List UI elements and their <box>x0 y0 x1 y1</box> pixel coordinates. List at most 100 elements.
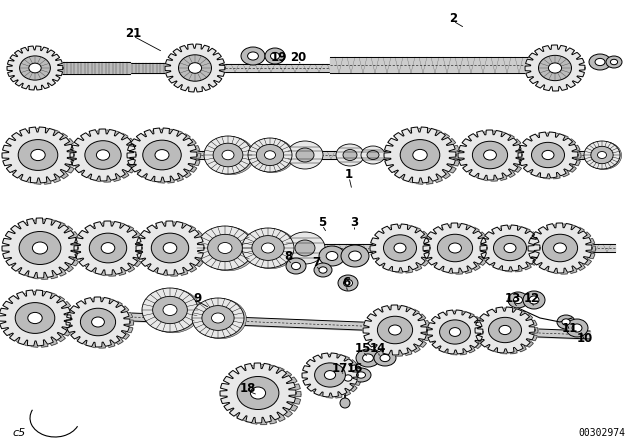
Polygon shape <box>165 44 225 92</box>
Ellipse shape <box>557 315 575 329</box>
Ellipse shape <box>523 291 545 309</box>
Ellipse shape <box>296 148 314 162</box>
Ellipse shape <box>143 140 181 170</box>
Ellipse shape <box>202 306 234 331</box>
Ellipse shape <box>179 55 211 81</box>
Ellipse shape <box>265 48 285 64</box>
Ellipse shape <box>554 243 566 253</box>
Ellipse shape <box>349 251 362 261</box>
Ellipse shape <box>92 317 104 327</box>
Ellipse shape <box>28 312 42 323</box>
Ellipse shape <box>584 141 620 169</box>
Ellipse shape <box>257 144 284 166</box>
Polygon shape <box>3 291 75 347</box>
Polygon shape <box>2 218 78 278</box>
Ellipse shape <box>566 319 588 337</box>
Ellipse shape <box>378 316 413 344</box>
Ellipse shape <box>591 146 613 164</box>
Polygon shape <box>426 224 490 274</box>
Ellipse shape <box>250 138 294 172</box>
Ellipse shape <box>192 298 244 338</box>
Ellipse shape <box>285 232 325 264</box>
Ellipse shape <box>440 320 470 344</box>
Ellipse shape <box>324 370 335 379</box>
Polygon shape <box>2 127 74 183</box>
Polygon shape <box>370 224 430 272</box>
Ellipse shape <box>200 227 256 271</box>
Text: 5: 5 <box>318 215 326 228</box>
Polygon shape <box>427 310 483 354</box>
Ellipse shape <box>90 233 127 263</box>
Ellipse shape <box>437 234 472 262</box>
Polygon shape <box>384 127 456 183</box>
Ellipse shape <box>291 263 301 270</box>
Ellipse shape <box>499 325 511 335</box>
Ellipse shape <box>206 137 255 175</box>
Polygon shape <box>77 222 145 276</box>
Ellipse shape <box>218 242 232 254</box>
Text: 9: 9 <box>193 292 201 305</box>
Ellipse shape <box>586 142 621 169</box>
Polygon shape <box>0 290 71 346</box>
Text: 1: 1 <box>345 168 353 181</box>
Ellipse shape <box>562 319 570 325</box>
Text: 6: 6 <box>342 276 350 289</box>
Ellipse shape <box>271 52 280 60</box>
Ellipse shape <box>241 47 265 65</box>
Ellipse shape <box>374 350 396 366</box>
Ellipse shape <box>287 141 323 169</box>
Ellipse shape <box>145 289 201 333</box>
Ellipse shape <box>356 349 380 367</box>
Polygon shape <box>525 45 585 91</box>
Ellipse shape <box>314 263 332 277</box>
Text: 21: 21 <box>125 26 141 39</box>
Polygon shape <box>528 223 592 273</box>
Ellipse shape <box>33 242 47 254</box>
Ellipse shape <box>380 354 390 362</box>
Text: 16: 16 <box>347 362 363 375</box>
Ellipse shape <box>155 150 169 160</box>
Ellipse shape <box>356 372 365 378</box>
Polygon shape <box>74 130 140 182</box>
Ellipse shape <box>319 246 345 266</box>
Ellipse shape <box>197 226 253 270</box>
Ellipse shape <box>152 297 188 323</box>
Polygon shape <box>521 133 581 179</box>
Ellipse shape <box>295 240 315 256</box>
Text: 11: 11 <box>562 322 578 335</box>
Text: 7: 7 <box>312 255 320 268</box>
Polygon shape <box>483 226 543 272</box>
Polygon shape <box>363 305 427 355</box>
Polygon shape <box>461 131 525 181</box>
Ellipse shape <box>242 228 294 268</box>
Polygon shape <box>374 225 433 273</box>
Ellipse shape <box>542 151 554 159</box>
Text: 12: 12 <box>524 292 540 305</box>
Text: 15: 15 <box>355 341 371 354</box>
Ellipse shape <box>101 243 115 254</box>
Polygon shape <box>70 129 136 181</box>
Ellipse shape <box>394 243 406 253</box>
Ellipse shape <box>611 59 618 65</box>
Polygon shape <box>430 311 486 355</box>
Text: 10: 10 <box>577 332 593 345</box>
Text: 2: 2 <box>449 12 457 25</box>
Text: 19: 19 <box>271 51 287 64</box>
Ellipse shape <box>400 140 440 170</box>
Text: c5: c5 <box>12 428 25 438</box>
Ellipse shape <box>163 305 177 315</box>
Ellipse shape <box>237 376 279 409</box>
Ellipse shape <box>250 387 266 399</box>
Polygon shape <box>302 353 358 397</box>
Ellipse shape <box>484 150 497 160</box>
Polygon shape <box>74 221 142 275</box>
Ellipse shape <box>543 234 578 262</box>
Ellipse shape <box>163 243 177 254</box>
Ellipse shape <box>142 288 198 332</box>
Ellipse shape <box>31 149 45 160</box>
Polygon shape <box>458 130 522 180</box>
Ellipse shape <box>344 375 352 381</box>
Ellipse shape <box>207 234 243 262</box>
Polygon shape <box>531 224 595 274</box>
Polygon shape <box>7 46 63 90</box>
